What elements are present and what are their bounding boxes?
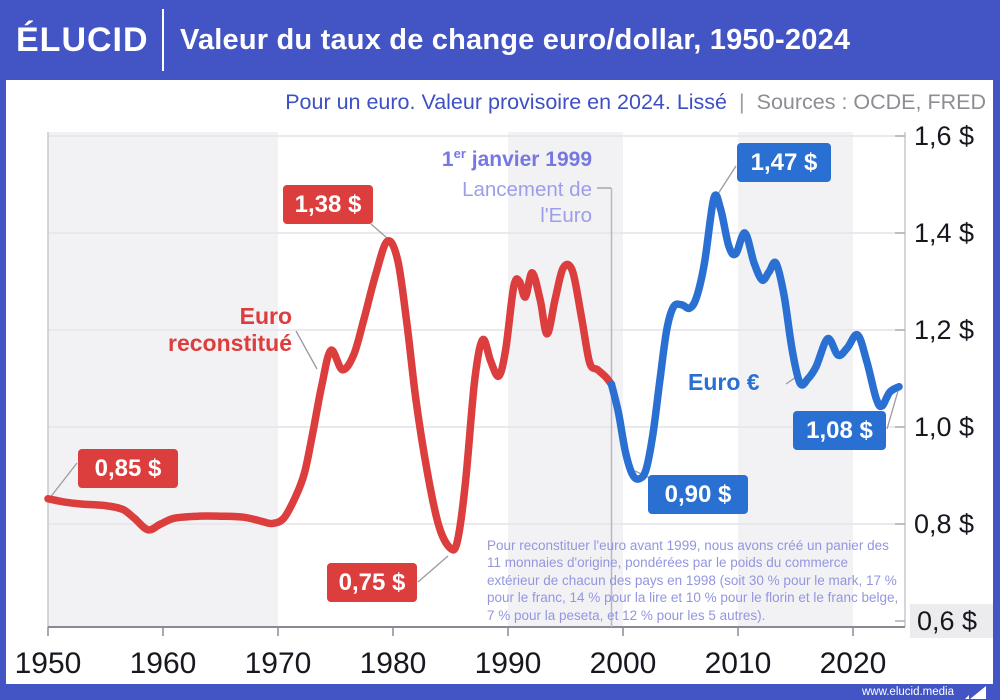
x-tick-label-2000: 2000: [589, 647, 657, 680]
value-badge-090: 0,90 $: [648, 475, 748, 514]
value-badge-138: 1,38 $: [283, 185, 373, 224]
launch-sup: er: [453, 146, 466, 161]
x-tick-label-1990: 1990: [474, 647, 542, 680]
x-tick-label-1960: 1960: [129, 647, 197, 680]
series-label-line1: Euro: [239, 303, 292, 329]
elucid-arrow-icon: [964, 685, 988, 700]
value-badge-147: 1,47 $: [737, 143, 831, 182]
subtitle-separator: |: [739, 89, 745, 114]
series-euro-reconstitue: [44, 237, 616, 554]
value-badge-075: 0,75 $: [327, 563, 417, 602]
callout-line: [715, 165, 737, 198]
y-tick-label-06: 0,6 $: [910, 604, 1000, 638]
header-divider: [162, 9, 164, 71]
callout-line: [417, 555, 449, 583]
euro-launch-date: 1er janvier 1999: [372, 146, 592, 172]
series-label-line2: reconstitué: [168, 330, 292, 356]
footer-bar: www.elucid.media: [0, 684, 1000, 700]
callout-line: [48, 462, 78, 500]
euro-launch-text-2: l'Euro: [540, 204, 592, 227]
right-border: [993, 80, 1000, 700]
launch-prefix: 1: [441, 148, 454, 171]
x-tick-label-2020: 2020: [819, 647, 887, 680]
subtitle: Pour un euro. Valeur provisoire en 2024.…: [0, 84, 986, 120]
launch-rest: janvier 1999: [465, 148, 592, 171]
euro-launch-annotation: 1er janvier 1999 Lancement de l'Euro: [372, 146, 592, 229]
footer-url: www.elucid.media: [861, 686, 954, 698]
subtitle-main: Pour un euro. Valeur provisoire en 2024.…: [285, 89, 728, 114]
series-label-euro: Euro €: [688, 369, 760, 395]
elucid-logo: ÉLUCID: [16, 20, 149, 59]
x-tick-label-1970: 1970: [244, 647, 312, 680]
series-euro: [607, 191, 903, 483]
series-label-euro-reconstitue: Euro reconstitué: [102, 303, 292, 357]
euro-launch-text-1: Lancement de: [462, 178, 592, 201]
decade-band: [48, 132, 278, 627]
methodology-note: Pour reconstituer l'euro avant 1999, nou…: [487, 538, 899, 623]
value-badge-108: 1,08 $: [793, 411, 886, 450]
y-tick-label-16: 1,6 $: [914, 121, 975, 151]
y-tick-label-10: 1,0 $: [914, 412, 975, 442]
y-tick-label-08: 0,8 $: [914, 509, 975, 539]
y-tick-label-14: 1,4 $: [914, 218, 975, 248]
x-tick-label-1980: 1980: [359, 647, 427, 680]
x-tick-label-1950: 1950: [14, 647, 82, 680]
header-bar: ÉLUCID Valeur du taux de change euro/dol…: [0, 0, 1000, 80]
subtitle-sources: Sources : OCDE, FRED: [756, 89, 986, 114]
callout-line: [886, 390, 899, 430]
y-tick-label-12: 1,2 $: [914, 315, 975, 345]
x-tick-label-2010: 2010: [704, 647, 772, 680]
page-title: Valeur du taux de change euro/dollar, 19…: [180, 23, 851, 56]
value-badge-085: 0,85 $: [78, 449, 178, 488]
callout-line: [370, 223, 388, 239]
callout-line: [295, 330, 318, 370]
left-border: [0, 80, 6, 700]
